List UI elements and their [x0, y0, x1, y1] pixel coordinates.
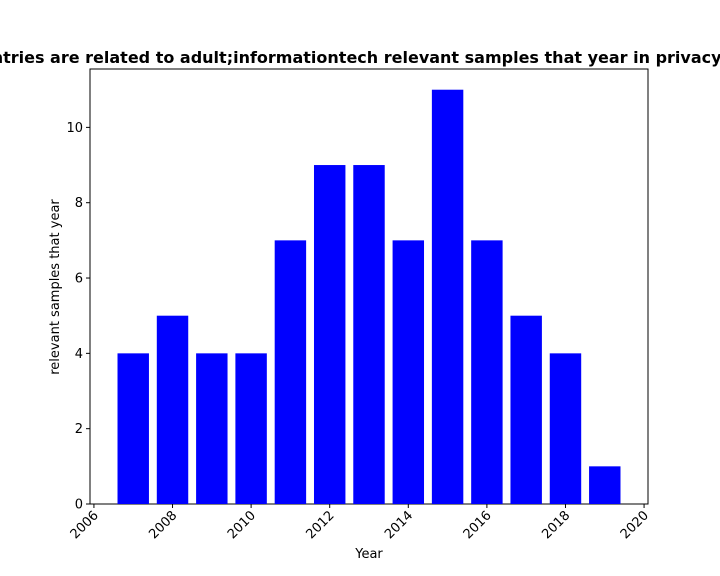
y-tick-label: 4 — [75, 347, 83, 362]
y-axis-label: relevant samples that year — [48, 199, 63, 375]
bar-2013 — [353, 165, 385, 505]
y-tick-label: 10 — [66, 121, 83, 136]
x-tick-label: 2010 — [225, 508, 259, 542]
bar-2012 — [313, 165, 346, 505]
bar-2017 — [510, 315, 542, 504]
bar-2014 — [392, 240, 425, 505]
x-tick-label: 2020 — [618, 508, 652, 542]
bar-2009 — [196, 353, 228, 504]
x-tick-label: 2018 — [539, 508, 573, 542]
y-axis-ticks: 0 2 4 6 8 10 — [66, 121, 90, 513]
x-axis-label: Year — [354, 547, 383, 562]
chart-title: Countries are related to adult;informati… — [0, 48, 720, 67]
bar-2007 — [117, 353, 149, 504]
x-tick-label: 2012 — [304, 508, 338, 542]
x-tick-label: 2008 — [146, 508, 180, 542]
bar-2019 — [589, 466, 621, 504]
bar-2008 — [156, 315, 189, 504]
x-tick-label: 2014 — [382, 508, 416, 542]
x-tick-label: 2016 — [461, 508, 495, 542]
x-axis-ticks: 2006 2008 2010 2012 2014 2016 2018 2020 — [68, 504, 652, 542]
y-tick-label: 6 — [75, 272, 83, 287]
y-tick-label: 2 — [75, 422, 83, 437]
bar-2010 — [235, 353, 267, 504]
bar-2016 — [471, 240, 503, 505]
bar-2011 — [274, 240, 307, 505]
y-tick-label: 0 — [75, 498, 83, 513]
y-tick-label: 8 — [75, 196, 83, 211]
bars-group — [117, 89, 621, 505]
x-tick-label: 2006 — [68, 508, 102, 542]
bar-2015 — [431, 89, 464, 505]
bar-2018 — [549, 353, 582, 504]
